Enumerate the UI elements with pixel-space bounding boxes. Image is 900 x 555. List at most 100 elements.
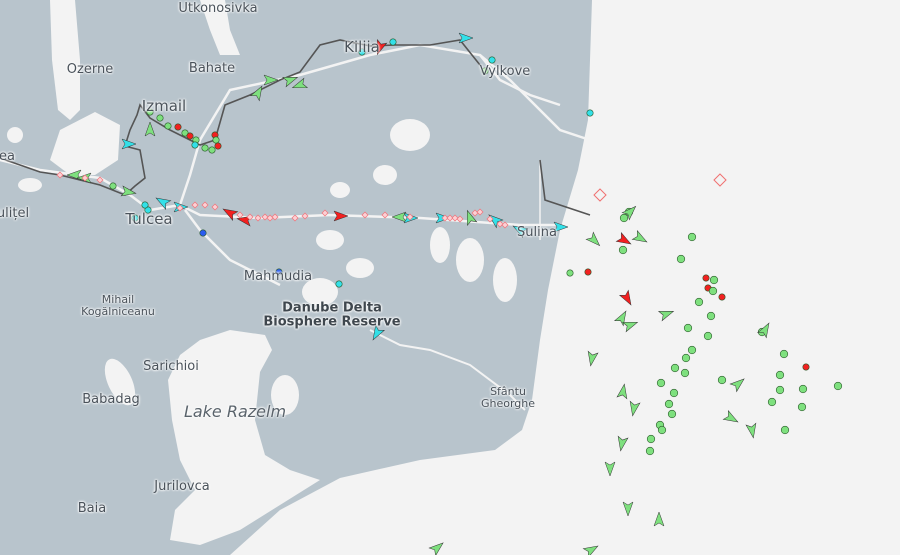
vessel-marker[interactable] — [709, 275, 719, 285]
vessel-marker[interactable] — [687, 232, 697, 242]
vessel-marker[interactable] — [214, 142, 222, 150]
vessel-marker[interactable] — [164, 122, 172, 130]
vessel-marker[interactable] — [391, 211, 407, 223]
vessel-marker-anchored[interactable] — [486, 215, 494, 223]
vessel-marker-anchored[interactable] — [96, 176, 104, 184]
vessel-marker[interactable] — [802, 363, 810, 371]
vessel-marker[interactable] — [481, 67, 489, 75]
vessel-marker[interactable] — [131, 214, 139, 222]
vessel-marker[interactable] — [676, 254, 686, 264]
vessel-marker[interactable] — [722, 409, 740, 427]
vessel-marker[interactable] — [458, 32, 474, 44]
vessel-marker[interactable] — [199, 229, 207, 237]
vessel-marker[interactable] — [628, 400, 641, 417]
vessel-marker[interactable] — [604, 461, 616, 477]
vessel-marker[interactable] — [653, 511, 665, 527]
vessel-marker[interactable] — [553, 221, 569, 233]
vessel-marker[interactable] — [680, 368, 690, 378]
vessel-marker[interactable] — [775, 370, 785, 380]
vessel-marker[interactable] — [621, 318, 640, 333]
vessel-marker[interactable] — [833, 381, 843, 391]
vessel-marker[interactable] — [645, 446, 655, 456]
vessel-marker[interactable] — [618, 289, 636, 307]
vessel-marker-anchored[interactable] — [266, 214, 274, 222]
vessel-marker[interactable] — [191, 141, 199, 149]
vessel-marker[interactable] — [681, 353, 691, 363]
vessel-marker[interactable] — [616, 383, 629, 400]
vessel-marker-anchored[interactable] — [451, 214, 459, 222]
vessel-marker[interactable] — [656, 378, 666, 388]
vessel-marker-anchored[interactable] — [291, 214, 299, 222]
vessel-marker[interactable] — [713, 173, 727, 187]
vessel-marker-anchored[interactable] — [176, 204, 184, 212]
vessel-marker[interactable] — [120, 185, 137, 198]
vessel-marker[interactable] — [775, 385, 785, 395]
vessel-marker[interactable] — [687, 345, 697, 355]
vessel-marker[interactable] — [717, 375, 727, 385]
vessel-marker[interactable] — [584, 268, 592, 276]
vessel-marker[interactable] — [488, 56, 496, 64]
vessel-markers[interactable] — [56, 32, 843, 555]
vessel-marker-anchored[interactable] — [381, 211, 389, 219]
vessel-marker[interactable] — [694, 297, 704, 307]
vessel-marker[interactable] — [154, 194, 172, 211]
vessel-marker-anchored[interactable] — [501, 221, 509, 229]
vessel-marker[interactable] — [66, 169, 82, 181]
vessel-marker[interactable] — [683, 323, 693, 333]
vessel-marker-anchored[interactable] — [271, 213, 279, 221]
vessel-marker[interactable] — [767, 397, 777, 407]
vessel-marker[interactable] — [618, 245, 628, 255]
vessel-marker[interactable] — [463, 209, 478, 227]
vessel-marker[interactable] — [389, 38, 397, 46]
vessel-marker[interactable] — [201, 144, 209, 152]
vessel-marker[interactable] — [706, 311, 716, 321]
vessel-marker[interactable] — [797, 402, 807, 412]
vessel-marker[interactable] — [586, 350, 599, 367]
vessel-marker[interactable] — [593, 188, 607, 202]
vessel-marker[interactable] — [621, 203, 639, 221]
vessel-marker[interactable] — [146, 108, 154, 116]
vessel-marker[interactable] — [369, 324, 386, 342]
vessel-marker[interactable] — [373, 38, 388, 57]
vessel-marker[interactable] — [613, 309, 631, 327]
vessel-marker[interactable] — [708, 286, 718, 296]
vessel-marker[interactable] — [212, 136, 220, 144]
vessel-marker[interactable] — [121, 138, 137, 150]
vessel-marker-anchored[interactable] — [81, 174, 89, 182]
vessel-marker[interactable] — [779, 349, 789, 359]
vessel-marker[interactable] — [619, 213, 629, 223]
vessel-marker-anchored[interactable] — [211, 203, 219, 211]
vessel-marker[interactable] — [511, 222, 529, 239]
vessel-marker[interactable] — [275, 268, 283, 276]
vessel-marker[interactable] — [631, 229, 649, 247]
vessel-marker[interactable] — [144, 121, 156, 137]
vessel-marker-anchored[interactable] — [441, 214, 449, 222]
vessel-marker-anchored[interactable] — [301, 212, 309, 220]
vessel-marker[interactable] — [664, 399, 674, 409]
vessel-marker[interactable] — [615, 231, 633, 249]
vessel-marker-anchored[interactable] — [361, 211, 369, 219]
vessel-marker[interactable] — [780, 425, 790, 435]
vessel-marker[interactable] — [221, 205, 239, 222]
vessel-marker[interactable] — [669, 388, 679, 398]
vessel-marker-anchored[interactable] — [476, 208, 484, 216]
vessel-marker[interactable] — [281, 73, 300, 88]
vessel-marker[interactable] — [729, 375, 747, 393]
vessel-marker-anchored[interactable] — [261, 213, 269, 221]
vessel-marker[interactable] — [703, 331, 713, 341]
vessel-marker[interactable] — [174, 123, 182, 131]
vessel-marker-anchored[interactable] — [201, 201, 209, 209]
vessel-marker[interactable] — [718, 293, 726, 301]
vessel-marker[interactable] — [702, 274, 710, 282]
vessel-marker-anchored[interactable] — [191, 201, 199, 209]
vessel-marker-anchored[interactable] — [254, 214, 262, 222]
vessel-marker[interactable] — [657, 307, 676, 322]
vessel-marker[interactable] — [582, 542, 600, 555]
vessel-marker[interactable] — [335, 280, 343, 288]
vessel-marker[interactable] — [109, 182, 117, 190]
vessel-marker-anchored[interactable] — [406, 213, 414, 221]
vessel-marker-anchored[interactable] — [56, 171, 64, 179]
vessel-marker[interactable] — [667, 409, 677, 419]
vessel-marker-anchored[interactable] — [246, 213, 254, 221]
